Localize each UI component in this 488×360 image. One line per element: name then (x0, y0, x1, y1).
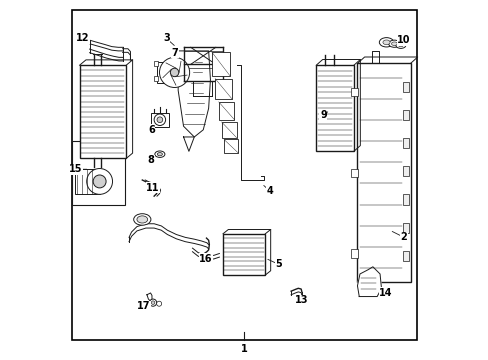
Bar (80, 65, 126, 158)
Bar (402, 82, 408, 92)
Bar (223, 234, 265, 275)
Text: 17: 17 (136, 301, 150, 311)
Bar (350, 249, 357, 258)
Bar (150, 113, 169, 127)
Text: 11: 11 (146, 183, 160, 193)
Ellipse shape (157, 153, 162, 156)
Polygon shape (178, 51, 210, 137)
Circle shape (149, 299, 156, 306)
Bar (316, 65, 353, 151)
Ellipse shape (388, 40, 399, 47)
Text: 2: 2 (400, 232, 407, 242)
Ellipse shape (379, 38, 393, 47)
Text: 1: 1 (241, 344, 247, 354)
Text: 16: 16 (199, 254, 212, 264)
Text: 8: 8 (147, 155, 154, 165)
Bar (218, 102, 234, 120)
Bar (224, 139, 238, 153)
Ellipse shape (133, 214, 151, 225)
Circle shape (154, 114, 165, 126)
Bar (350, 88, 357, 96)
Text: 12: 12 (76, 33, 89, 43)
Text: 14: 14 (379, 288, 392, 298)
Bar (157, 62, 172, 83)
Polygon shape (357, 267, 381, 297)
Ellipse shape (398, 44, 403, 47)
Ellipse shape (137, 216, 147, 223)
Circle shape (170, 68, 179, 77)
Circle shape (86, 168, 112, 194)
Text: 4: 4 (265, 186, 272, 196)
Circle shape (151, 301, 155, 305)
Bar (153, 61, 158, 66)
Text: 7: 7 (171, 48, 178, 58)
Bar (350, 168, 357, 177)
Ellipse shape (395, 42, 405, 48)
Bar (153, 76, 158, 81)
Text: 6: 6 (147, 125, 154, 135)
Bar (402, 166, 408, 176)
Bar (72, 140, 124, 205)
Bar (402, 138, 408, 148)
Ellipse shape (382, 40, 389, 45)
Bar (402, 194, 408, 204)
Bar (215, 78, 232, 99)
Bar (402, 110, 408, 120)
Bar (221, 122, 236, 138)
Text: 9: 9 (319, 111, 326, 121)
Bar (402, 251, 408, 261)
Circle shape (93, 175, 106, 188)
Text: 15: 15 (68, 164, 82, 174)
Bar (357, 63, 410, 282)
Text: 5: 5 (275, 259, 282, 269)
Circle shape (156, 301, 162, 306)
Text: 13: 13 (295, 295, 308, 305)
Text: 3: 3 (163, 33, 169, 43)
Text: 10: 10 (397, 35, 410, 45)
Bar (402, 222, 408, 233)
Bar (75, 168, 100, 194)
Circle shape (159, 57, 189, 87)
Ellipse shape (155, 151, 164, 157)
Bar (211, 51, 230, 76)
Ellipse shape (391, 42, 396, 45)
Circle shape (157, 117, 163, 123)
